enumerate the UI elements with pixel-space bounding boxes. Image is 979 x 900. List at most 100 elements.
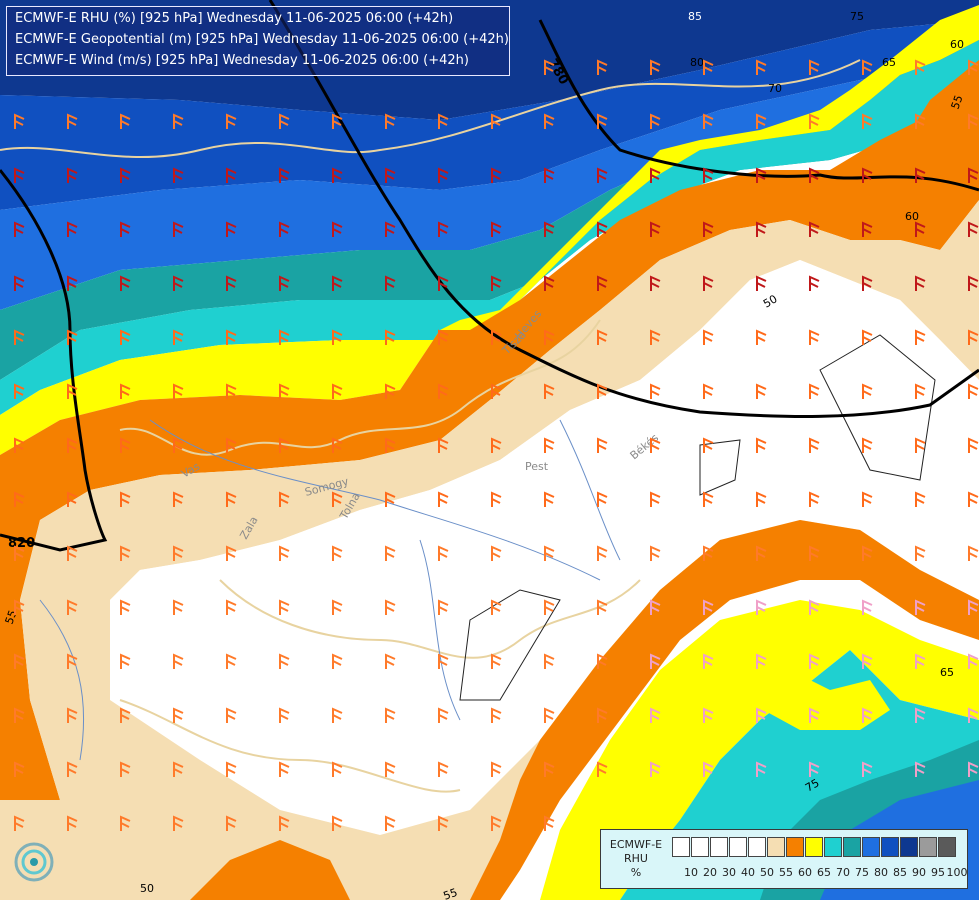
wind-barb-icon: [597, 167, 608, 183]
wind-barb-icon: [491, 653, 502, 669]
wind-barb-icon: [968, 653, 979, 669]
wind-barb-icon: [385, 761, 396, 777]
wind-barb-icon: [67, 383, 78, 399]
wind-barb-icon: [491, 815, 502, 831]
title-geopotential: ECMWF-E Geopotential (m) [925 hPa] Wedne…: [15, 32, 509, 47]
wind-barb-icon: [332, 707, 343, 723]
wind-barb-icon: [438, 707, 449, 723]
wind-barb-icon: [650, 59, 661, 75]
wind-barb-icon: [703, 653, 714, 669]
wind-barb-icon: [915, 653, 926, 669]
wind-barb-icon: [226, 275, 237, 291]
legend-swatch: [786, 837, 804, 857]
title-wind: ECMWF-E Wind (m/s) [925 hPa] Wednesday 1…: [15, 53, 469, 68]
wind-barb-icon: [279, 437, 290, 453]
wind-barb-icon: [67, 491, 78, 507]
wind-barb-icon: [809, 113, 820, 129]
wind-barb-icon: [332, 275, 343, 291]
wind-barb-icon: [491, 437, 502, 453]
wind-barb-icon: [14, 167, 25, 183]
wind-barb-icon: [650, 707, 661, 723]
wind-barb-icon: [756, 437, 767, 453]
wind-barb-icon: [279, 815, 290, 831]
legend-tick-label: 10: [684, 866, 698, 879]
wind-barb-icon: [862, 437, 873, 453]
wind-barb-icon: [279, 383, 290, 399]
wind-barb-icon: [650, 437, 661, 453]
wind-barb-icon: [120, 167, 131, 183]
wind-barb-icon: [14, 815, 25, 831]
legend-ticks: 10 20 30 40 50 55 60 65 70 75 80 85 90 95 100: [672, 866, 972, 880]
wind-barb-icon: [915, 221, 926, 237]
wind-barb-icon: [385, 383, 396, 399]
legend-tick-label: 70: [836, 866, 850, 879]
wind-barb-icon: [120, 329, 131, 345]
wind-barb-icon: [67, 761, 78, 777]
map-title-box: ECMWF-E RHU (%) [925 hPa] Wednesday 11-0…: [6, 6, 510, 76]
wind-barb-icon: [756, 491, 767, 507]
wind-barb-icon: [756, 329, 767, 345]
wind-barb-icon: [650, 761, 661, 777]
legend-tick-label: 75: [855, 866, 869, 879]
rhu-label-85: 85: [688, 10, 702, 23]
wind-barb-icon: [597, 59, 608, 75]
wind-barb-icon: [173, 707, 184, 723]
wind-barb-icon: [438, 437, 449, 453]
wind-barb-icon: [67, 329, 78, 345]
rivers: [39, 419, 621, 761]
wind-barb-icon: [385, 437, 396, 453]
wind-barb-icon: [597, 491, 608, 507]
wind-barb-icon: [279, 599, 290, 615]
wind-barb-icon: [226, 545, 237, 561]
wind-barb-icon: [491, 329, 502, 345]
wind-barb-icon: [862, 275, 873, 291]
legend-tick-label: 90: [912, 866, 926, 879]
rhu-label-75-top: 75: [850, 10, 864, 23]
wind-barb-icon: [597, 545, 608, 561]
wind-barb-icon: [915, 437, 926, 453]
wind-barb-icon: [332, 545, 343, 561]
wind-barb-icon: [332, 761, 343, 777]
wind-barb-icon: [968, 707, 979, 723]
wind-barb-icon: [438, 275, 449, 291]
wind-barb-icon: [226, 599, 237, 615]
wind-barb-icon: [226, 221, 237, 237]
legend-swatches: [672, 837, 957, 857]
wind-barb-icon: [173, 113, 184, 129]
rhu-label-65-right: 65: [940, 666, 954, 679]
wind-barb-icon: [120, 653, 131, 669]
wind-barb-icon: [597, 275, 608, 291]
legend-tick-label: 60: [798, 866, 812, 879]
wind-barb-icon: [703, 383, 714, 399]
wind-barb-icon: [756, 761, 767, 777]
wind-barb-icon: [120, 275, 131, 291]
wind-barb-icon: [173, 383, 184, 399]
wind-barb-icon: [438, 599, 449, 615]
wind-barb-icon: [491, 221, 502, 237]
wind-barb-icon: [544, 599, 555, 615]
wind-barb-icon: [915, 383, 926, 399]
wind-barb-icon: [438, 815, 449, 831]
wind-barb-icon: [915, 113, 926, 129]
wind-barb-icon: [67, 221, 78, 237]
wind-barb-icon: [67, 275, 78, 291]
wind-barb-icon: [703, 167, 714, 183]
wind-barb-icon: [968, 275, 979, 291]
contour-label-820: 820: [8, 536, 35, 551]
wind-barb-icon: [809, 707, 820, 723]
place-pest: Pest: [525, 460, 549, 473]
wind-barb-icon: [491, 707, 502, 723]
wind-barb-icon: [544, 545, 555, 561]
wind-barb-icon: [120, 761, 131, 777]
wind-barb-icon: [597, 329, 608, 345]
wind-barb-icon: [438, 329, 449, 345]
wind-barb-icon: [597, 221, 608, 237]
wind-barb-icon: [809, 59, 820, 75]
wind-barb-icon: [226, 815, 237, 831]
wind-barb-icon: [173, 545, 184, 561]
wind-barb-icon: [703, 491, 714, 507]
legend-tick-label: 85: [893, 866, 907, 879]
wind-barb-icon: [756, 167, 767, 183]
rhu-band-60-65: [0, 5, 979, 455]
